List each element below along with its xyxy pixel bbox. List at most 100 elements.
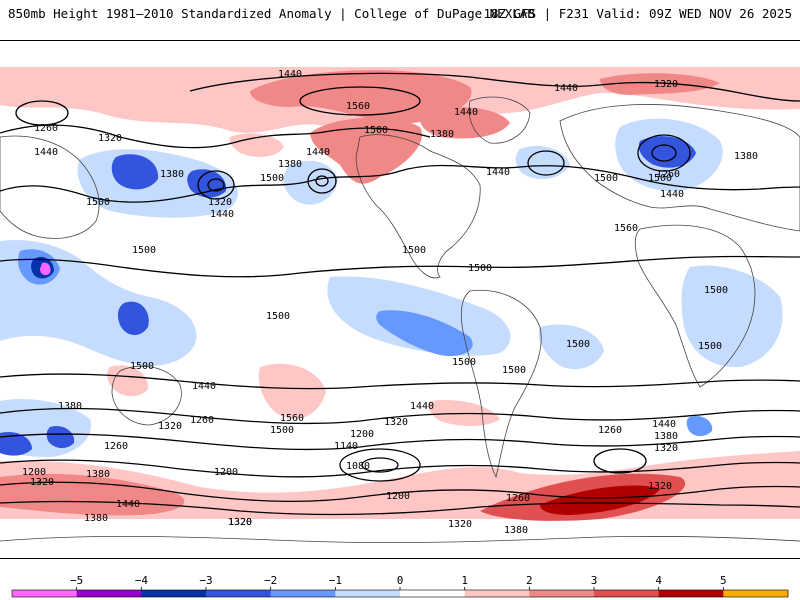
- contour-label: 1320: [654, 443, 678, 454]
- positive-anomaly-alaska: [310, 117, 422, 184]
- negative-anomaly-europe-strong: [638, 136, 696, 168]
- contour-north-1440: [189, 72, 800, 102]
- contour-label: 1560: [614, 223, 638, 234]
- contour-label: 1200: [386, 491, 410, 502]
- contour-label: 1500: [704, 285, 728, 296]
- contour-label: 1440: [210, 209, 234, 220]
- contour-label: 1380: [430, 129, 454, 140]
- contour-south-1440: [0, 407, 800, 425]
- legend-swatch: [464, 590, 530, 597]
- contour-label: 1440: [116, 499, 140, 510]
- legend-swatch: [12, 590, 78, 597]
- legend-swatch: [658, 590, 724, 597]
- asia-east-outline: [0, 135, 100, 239]
- contour-label: 1500: [502, 365, 526, 376]
- contour-south-1320: [0, 459, 800, 478]
- legend-swatch: [400, 590, 466, 597]
- contour-label: 1440: [410, 401, 434, 412]
- map-header: 850mb Height 1981–2010 Standardized Anom…: [0, 0, 800, 30]
- positive-anomaly-south-strong: [0, 473, 185, 516]
- legend-tick-label: −1: [329, 574, 342, 587]
- contour-low-south-atlantic: [593, 448, 647, 474]
- contour-label: 1320: [654, 79, 678, 90]
- map-title: 850mb Height 1981–2010 Standardized Anom…: [8, 6, 535, 21]
- contour-label: 1440: [34, 147, 58, 158]
- contour-label: 1200: [350, 429, 374, 440]
- contour-label: 1500: [130, 361, 154, 372]
- height-contours: [0, 72, 800, 516]
- contour-north-1500: [0, 164, 800, 203]
- contour-label: 1320: [158, 421, 182, 432]
- contour-label: 1320: [648, 481, 672, 492]
- contour-label: 1320: [448, 519, 472, 530]
- legend-tick-label: −2: [264, 574, 277, 587]
- south-america-outline: [460, 289, 542, 479]
- africa-outline: [634, 224, 756, 388]
- contour-label: 1500: [364, 125, 388, 136]
- greenland-outline: [468, 96, 531, 144]
- contour-label: 1500: [270, 425, 294, 436]
- legend-ticks: −5 −4 −3 −2 −1 0 1 2 3 4 5: [70, 574, 727, 590]
- legend-tick-label: 5: [720, 574, 727, 587]
- positive-anomaly-pacific: [229, 133, 284, 157]
- contour-label: 1560: [346, 101, 370, 112]
- contour-label: 1260: [34, 123, 58, 134]
- contour-south-1380: [0, 433, 800, 451]
- negative-anomaly-tropical-pacific-mid: [376, 310, 473, 357]
- contour-label: 1320: [384, 417, 408, 428]
- negative-anomaly-south-indian-b: [46, 425, 75, 449]
- contour-label: 1320: [228, 517, 252, 528]
- contour-south-1260: [0, 481, 800, 502]
- positive-anomaly-indian: [107, 365, 149, 397]
- contour-label: 1140: [334, 441, 358, 452]
- antarctica-outline: [0, 535, 800, 544]
- contour-low-south-pacific: [339, 448, 421, 482]
- north-america-outline: [355, 134, 481, 279]
- contour-south-1500: [0, 373, 800, 390]
- contour-label: 1380: [86, 469, 110, 480]
- contour-label: 1260: [656, 169, 680, 180]
- contour-label: 1500: [468, 263, 492, 274]
- legend-swatch: [141, 590, 207, 597]
- contour-label: 1500: [452, 357, 476, 368]
- negative-anomaly-south-indian-strong: [0, 431, 32, 456]
- contour-label: 1380: [654, 431, 678, 442]
- legend-tick-label: 0: [397, 574, 404, 587]
- anomaly-map: 1440 1560 1440 1440 1320 1260 1320 1500 …: [0, 40, 800, 559]
- legend-tick-label: 2: [526, 574, 533, 587]
- legend-tick-label: −4: [135, 574, 149, 587]
- contour-low-japan-inner: [207, 178, 225, 192]
- legend-swatch: [594, 590, 660, 597]
- contour-label: 1500: [132, 245, 156, 256]
- contour-label: 1320: [208, 197, 232, 208]
- contour-label: 1440: [454, 107, 478, 118]
- australia-outline: [111, 365, 182, 426]
- contour-label: 1320: [228, 517, 252, 528]
- legend-tick-label: −3: [199, 574, 212, 587]
- contour-label: 1440: [652, 419, 676, 430]
- contour-label: 1380: [278, 159, 302, 170]
- negative-anomaly-eastasia-strong: [111, 154, 159, 190]
- contour-label: 1200: [22, 467, 46, 478]
- legend-swatch: [723, 590, 789, 597]
- contour-low-japan: [197, 170, 235, 200]
- contour-label: 1380: [58, 401, 82, 412]
- contour-south-1200: [0, 500, 800, 516]
- contour-label: 1440: [192, 381, 216, 392]
- contour-labels: 1440 1560 1440 1440 1320 1260 1320 1500 …: [22, 69, 758, 536]
- contour-label: 1560: [280, 413, 304, 424]
- contour-label: 1440: [306, 147, 330, 158]
- contour-label: 1500: [648, 173, 672, 184]
- anomaly-shading: [0, 67, 800, 521]
- legend-tick-label: 1: [461, 574, 468, 587]
- legend-swatch: [529, 590, 595, 597]
- model-run-info: 18Z GFS | F231 Valid: 09Z WED NOV 26 202…: [483, 6, 792, 21]
- positive-anomaly-greenland: [419, 107, 510, 139]
- contour-tropics-1500: [0, 255, 800, 278]
- negative-anomaly-sa-east: [538, 324, 604, 370]
- legend-swatch: [76, 590, 142, 597]
- negative-anomaly-south-africa: [686, 415, 713, 437]
- contour-low-aleutian: [307, 168, 337, 194]
- contour-label: 1500: [86, 197, 110, 208]
- contour-label: 1380: [84, 513, 108, 524]
